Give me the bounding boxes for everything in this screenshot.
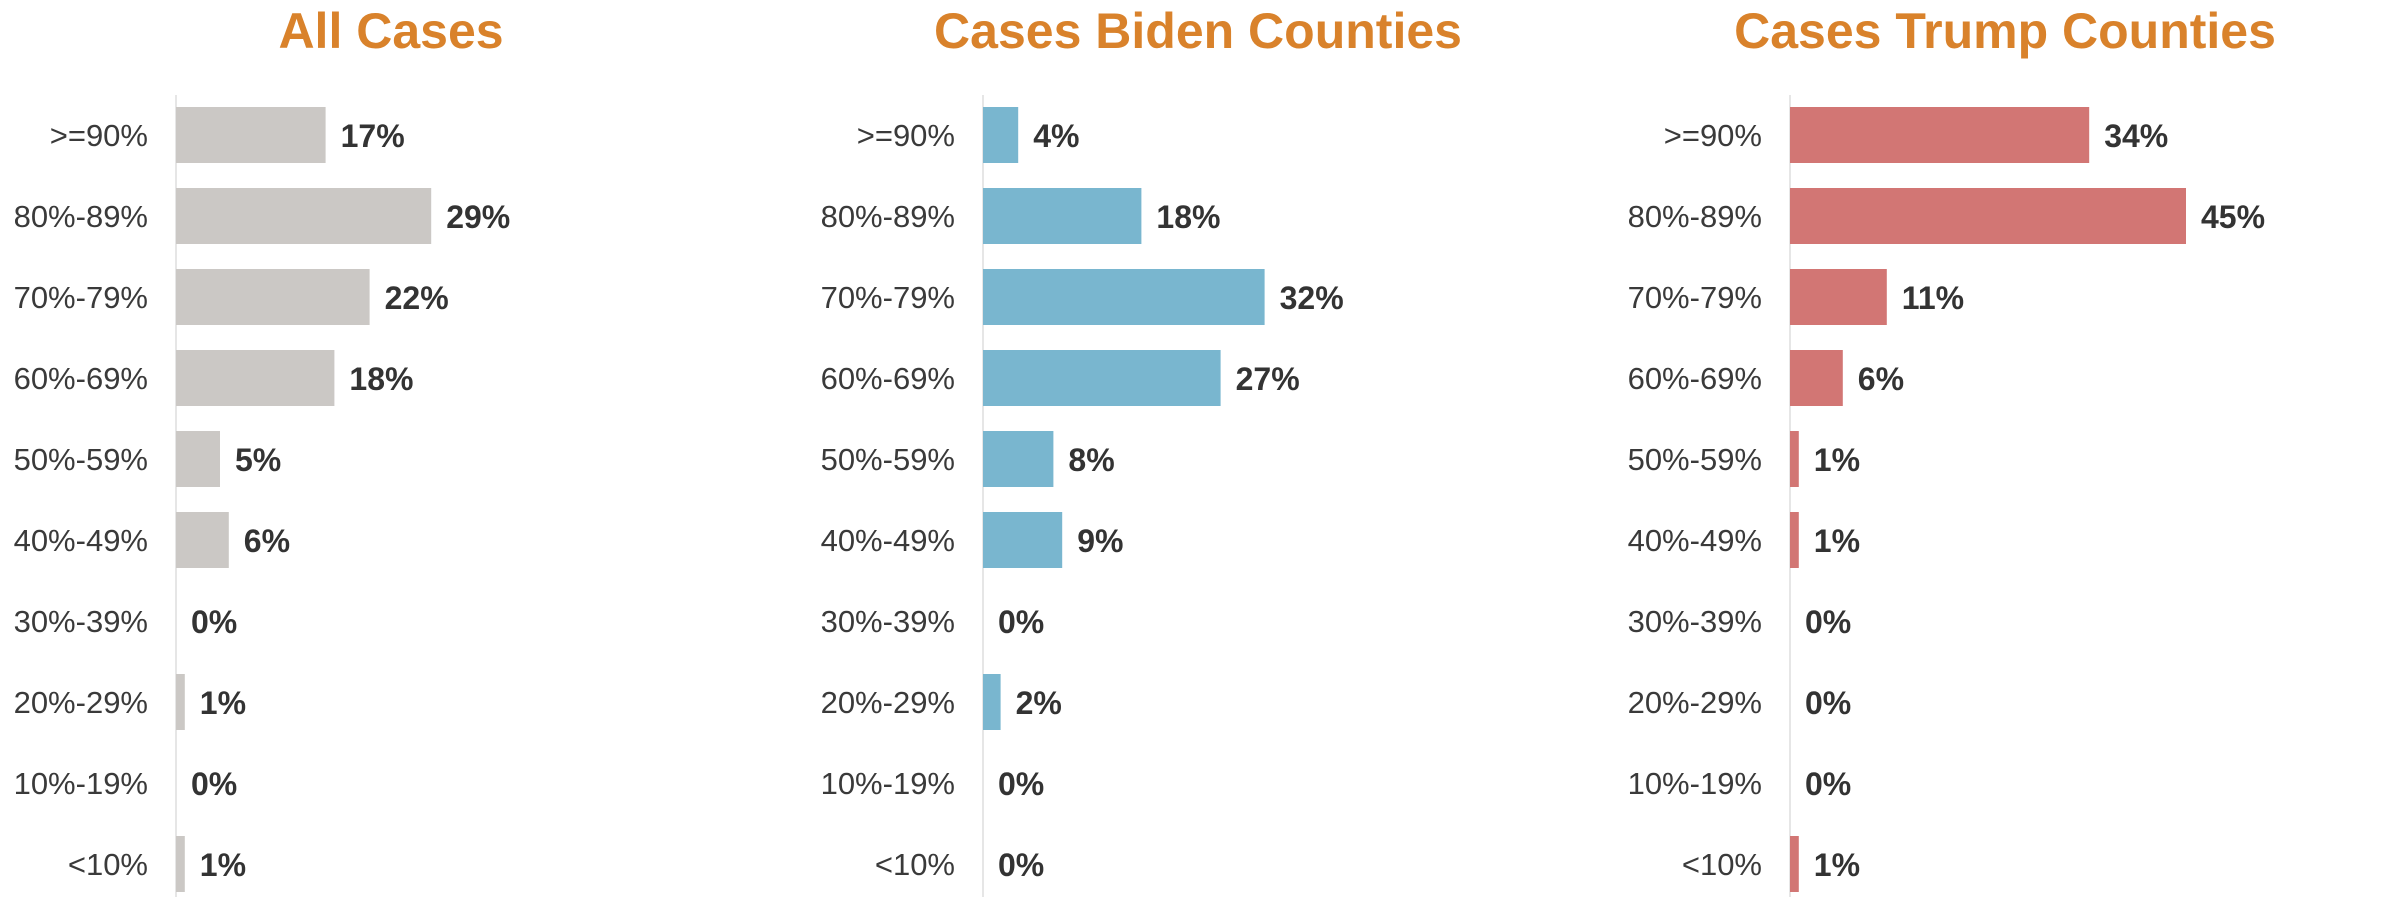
category-label: 10%-19% [1628,766,1762,801]
category-label: <10% [68,847,148,882]
category-label: 30%-39% [14,604,148,639]
value-label: 45% [2201,199,2265,235]
category-label: 40%-49% [821,523,955,558]
panel-title: Cases Trump Counties [1734,3,2276,59]
panel-title: All Cases [278,3,503,59]
bar [176,431,220,487]
value-label: 4% [1033,118,1079,154]
category-label: 50%-59% [1628,442,1762,477]
bar [1790,269,1887,325]
category-label: >=90% [50,118,148,153]
category-label: <10% [1682,847,1762,882]
value-label: 1% [1814,442,1860,478]
bar [983,350,1221,406]
value-label: 22% [385,280,449,316]
value-label: 0% [191,604,237,640]
value-label: 0% [1805,604,1851,640]
category-label: >=90% [857,118,955,153]
bar [983,107,1019,163]
category-label: 70%-79% [821,280,955,315]
category-label: 20%-29% [821,685,955,720]
category-label: 70%-79% [1628,280,1762,315]
category-label: 80%-89% [14,199,148,234]
value-label: 27% [1236,361,1300,397]
value-label: 18% [349,361,413,397]
value-label: 0% [1805,766,1851,802]
bar [1790,836,1799,892]
category-label: 70%-79% [14,280,148,315]
bar [1790,188,2186,244]
value-label: 1% [200,847,246,883]
category-label: 20%-29% [14,685,148,720]
bar [1790,512,1799,568]
bar [1790,107,2090,163]
value-label: 2% [1016,685,1062,721]
bar [1790,431,1799,487]
value-label: 29% [446,199,510,235]
bar [983,512,1063,568]
value-label: 0% [998,604,1044,640]
value-label: 0% [998,766,1044,802]
category-label: 10%-19% [821,766,955,801]
category-label: 50%-59% [821,442,955,477]
chart-panel-3: Cases Trump Counties >=90% 34% 80%-89% 45% 70… [1628,3,2276,897]
bar [176,836,185,892]
bar [176,512,229,568]
bar [983,431,1054,487]
category-label: 20%-29% [1628,685,1762,720]
category-label: 30%-39% [821,604,955,639]
chart-panel-2: Cases Biden Counties >=90% 4% 80%-89% 18% 70%… [821,3,1462,897]
chart-panel-1: All Cases >=90% 17% 80%-89% 29% 70%-79% 22% 60%… [14,3,510,897]
value-label: 34% [2104,118,2168,154]
bar [176,674,185,730]
category-label: 60%-69% [14,361,148,396]
category-label: >=90% [1664,118,1762,153]
value-label: 0% [1805,685,1851,721]
value-label: 8% [1068,442,1114,478]
category-label: 30%-39% [1628,604,1762,639]
category-label: 60%-69% [1628,361,1762,396]
value-label: 6% [244,523,290,559]
panel-title: Cases Biden Counties [934,3,1462,59]
value-label: 18% [1156,199,1220,235]
category-label: 10%-19% [14,766,148,801]
value-label: 0% [191,766,237,802]
bar [176,107,326,163]
value-label: 9% [1077,523,1123,559]
value-label: 17% [341,118,405,154]
bar [176,188,432,244]
category-label: 40%-49% [14,523,148,558]
value-label: 1% [1814,523,1860,559]
bar [1790,350,1843,406]
category-label: 50%-59% [14,442,148,477]
category-label: <10% [875,847,955,882]
bar [176,350,335,406]
bar [983,188,1142,244]
value-label: 0% [998,847,1044,883]
value-label: 5% [235,442,281,478]
category-label: 40%-49% [1628,523,1762,558]
bar [983,674,1001,730]
category-label: 80%-89% [821,199,955,234]
value-label: 1% [200,685,246,721]
value-label: 32% [1280,280,1344,316]
value-label: 11% [1902,280,1964,316]
category-label: 60%-69% [821,361,955,396]
value-label: 1% [1814,847,1860,883]
value-label: 6% [1858,361,1904,397]
category-label: 80%-89% [1628,199,1762,234]
bar [176,269,370,325]
bar [983,269,1265,325]
